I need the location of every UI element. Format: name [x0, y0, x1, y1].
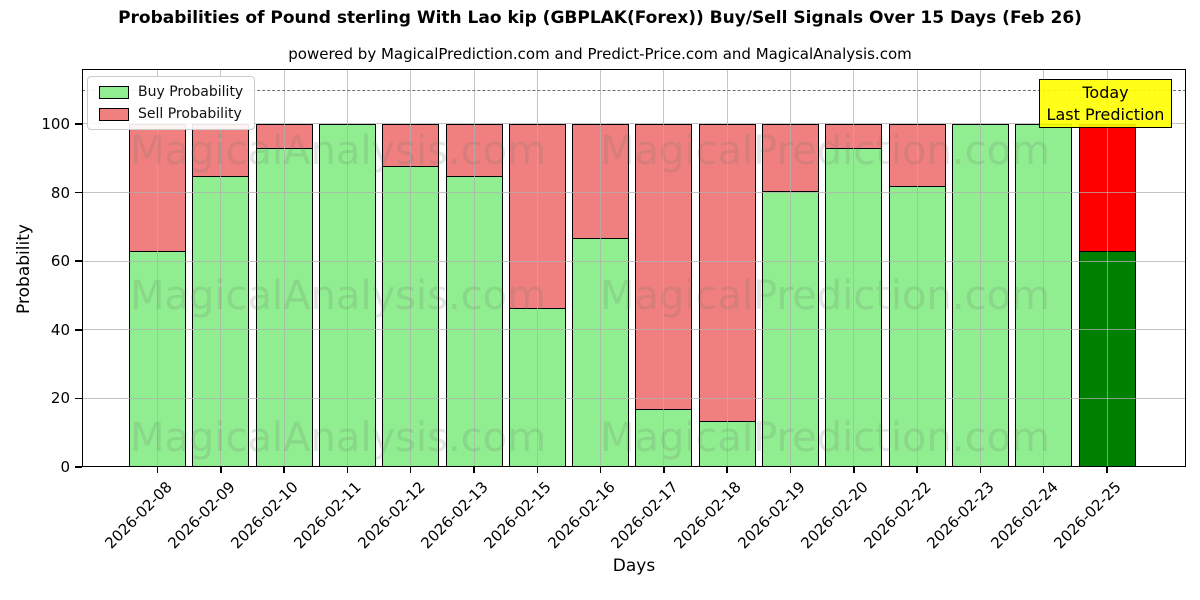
legend-buy-label: Buy Probability — [138, 84, 244, 100]
x-tick-mark — [599, 467, 602, 473]
y-tick-label: 40 — [50, 320, 70, 339]
y-tick-mark — [75, 123, 82, 125]
v-gridline — [663, 69, 665, 467]
v-gridline — [283, 69, 285, 467]
x-tick-mark — [853, 467, 855, 473]
x-tick-label: 2026-02-10 — [227, 478, 302, 553]
x-tick-mark — [1106, 467, 1108, 473]
x-tick-label: 2026-02-22 — [860, 478, 935, 553]
y-tick-mark — [75, 329, 82, 331]
x-tick-mark — [220, 467, 222, 473]
x-tick-label: 2026-02-23 — [923, 478, 999, 553]
v-gridline — [157, 69, 158, 467]
x-tick-mark — [789, 467, 792, 473]
buy-swatch-icon — [99, 85, 129, 99]
x-tick-mark — [979, 467, 982, 473]
x-tick-mark — [663, 467, 665, 473]
x-tick-label: 2026-02-24 — [987, 478, 1062, 553]
today-annotation: Today Last Prediction — [1039, 79, 1172, 128]
h-gridline — [82, 397, 1186, 399]
watermark-text: MagicalPrediction.com — [600, 415, 1050, 461]
v-gridline — [346, 69, 348, 467]
legend-sell-label: Sell Probability — [138, 106, 242, 122]
v-gridline — [853, 69, 855, 467]
y-tick-mark — [75, 260, 82, 262]
watermark-text: MagicalAnalysis.com — [130, 273, 547, 319]
v-gridline — [790, 69, 791, 467]
legend-item-buy: Buy Probability — [99, 84, 243, 100]
x-tick-label: 2026-02-16 — [543, 478, 619, 553]
x-tick-mark — [156, 467, 159, 473]
y-tick-mark — [75, 466, 82, 468]
v-gridline — [600, 69, 602, 467]
y-tick-mark — [75, 397, 82, 400]
x-tick-mark — [283, 467, 285, 473]
x-tick-mark — [409, 467, 412, 473]
x-tick-label: 2026-02-13 — [417, 478, 492, 553]
v-gridline — [473, 69, 475, 467]
v-gridline — [726, 69, 728, 467]
watermark-text: MagicalAnalysis.com — [130, 415, 547, 461]
x-tick-label: 2026-02-15 — [480, 478, 556, 553]
h-gridline — [82, 260, 1186, 262]
legend-item-sell: Sell Probability — [99, 106, 243, 122]
v-gridline — [979, 69, 981, 467]
x-tick-mark — [473, 467, 475, 473]
today-annotation-line1: Today — [1082, 82, 1129, 102]
chart-title: Probabilities of Pound sterling With Lao… — [118, 8, 1082, 28]
x-tick-label: 2026-02-12 — [354, 478, 429, 553]
x-tick-label: 2026-02-20 — [797, 478, 872, 553]
legend: Buy Probability Sell Probability — [87, 76, 256, 130]
x-tick-label: 2026-02-17 — [607, 478, 682, 553]
y-tick-label: 100 — [41, 114, 70, 133]
x-tick-mark — [346, 467, 349, 473]
watermark-text: MagicalPrediction.com — [600, 273, 1050, 319]
x-axis-label: Days — [612, 556, 656, 576]
h-gridline — [82, 123, 1186, 125]
today-annotation-line2: Last Prediction — [1046, 104, 1165, 124]
v-gridline — [916, 69, 918, 467]
x-tick-mark — [916, 467, 918, 473]
x-tick-mark — [536, 467, 539, 473]
v-gridline — [220, 69, 222, 467]
x-tick-label: 2026-02-19 — [733, 478, 809, 553]
y-tick-label: 80 — [50, 183, 70, 202]
h-gridline — [82, 192, 1186, 194]
watermark-text: MagicalAnalysis.com — [130, 128, 547, 174]
x-tick-label: 2026-02-25 — [1050, 478, 1125, 553]
y-tick-label: 0 — [60, 458, 70, 476]
sell-swatch-icon — [99, 107, 129, 121]
x-tick-label: 2026-02-18 — [670, 478, 745, 553]
x-tick-label: 2026-02-11 — [290, 478, 366, 553]
y-tick-mark — [75, 191, 82, 194]
x-tick-mark — [1042, 467, 1045, 473]
watermark-text: MagicalPrediction.com — [600, 128, 1050, 174]
v-gridline — [1106, 69, 1108, 467]
plot-area: MagicalAnalysis.com MagicalPrediction.com… — [82, 69, 1186, 467]
y-tick-label: 60 — [50, 252, 70, 271]
y-tick-label: 20 — [50, 389, 70, 408]
chart-subtitle: powered by MagicalPrediction.com and Pre… — [288, 45, 912, 63]
x-tick-label: 2026-02-09 — [164, 478, 239, 553]
x-tick-label: 2026-02-08 — [100, 478, 176, 553]
v-gridline — [536, 69, 538, 467]
h-gridline — [82, 329, 1186, 331]
dashed-threshold-line — [82, 89, 1186, 91]
v-gridline — [410, 69, 412, 467]
x-tick-mark — [726, 467, 728, 473]
v-gridline — [1043, 69, 1045, 467]
